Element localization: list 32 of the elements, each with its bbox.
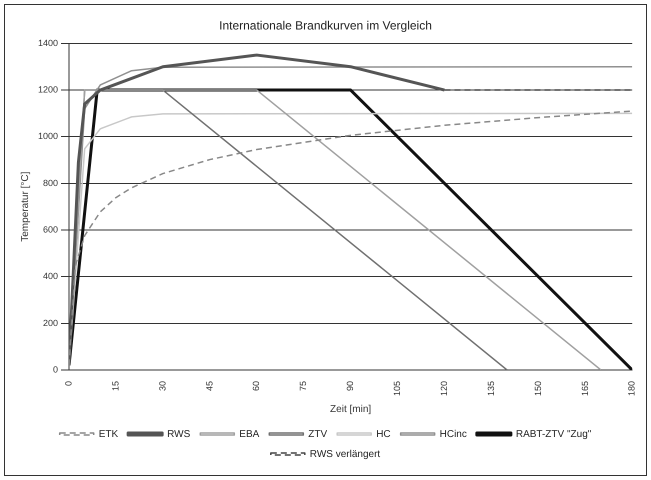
x-tick-label: 150 xyxy=(532,380,543,396)
x-tick-label: 75 xyxy=(298,380,308,391)
y-tick-label: 1400 xyxy=(38,38,58,48)
x-tick-label: 120 xyxy=(438,380,449,396)
legend-label: HC xyxy=(376,428,391,440)
x-tick-label: 15 xyxy=(110,380,120,391)
legend-label: ETK xyxy=(98,428,118,440)
legend-label: RWS xyxy=(167,428,191,440)
x-tick-label: 45 xyxy=(204,380,214,391)
x-tick-label: 165 xyxy=(580,380,590,396)
legend-label: ZTV xyxy=(308,428,328,440)
y-tick-label: 600 xyxy=(42,224,58,235)
x-axis-title: Zeit [min] xyxy=(330,404,372,415)
x-tick-label: 90 xyxy=(345,380,356,391)
y-tick-label: 1200 xyxy=(38,84,58,95)
x-tick-label: 105 xyxy=(392,380,402,396)
y-tick-label: 800 xyxy=(42,178,58,188)
x-tick-label: 60 xyxy=(251,380,262,391)
x-tick-label: 0 xyxy=(64,380,74,386)
y-tick-label: 1000 xyxy=(38,131,58,142)
x-tick-label: 30 xyxy=(157,380,168,391)
x-tick-label: 135 xyxy=(486,380,496,396)
chart-title: Internationale Brandkurven im Vergleich xyxy=(219,18,432,33)
y-tick-label: 200 xyxy=(42,318,58,328)
y-axis-title: Temperatur [°C] xyxy=(20,171,31,242)
y-tick-label: 0 xyxy=(53,364,58,374)
y-tick-label: 400 xyxy=(42,271,58,282)
legend-label: RWS verlängert xyxy=(310,448,380,460)
legend-label: HCinc xyxy=(440,428,467,440)
legend-label: EBA xyxy=(239,428,260,440)
x-tick-label: 180 xyxy=(626,380,637,396)
legend-label: RABT-ZTV "Zug" xyxy=(516,428,592,440)
